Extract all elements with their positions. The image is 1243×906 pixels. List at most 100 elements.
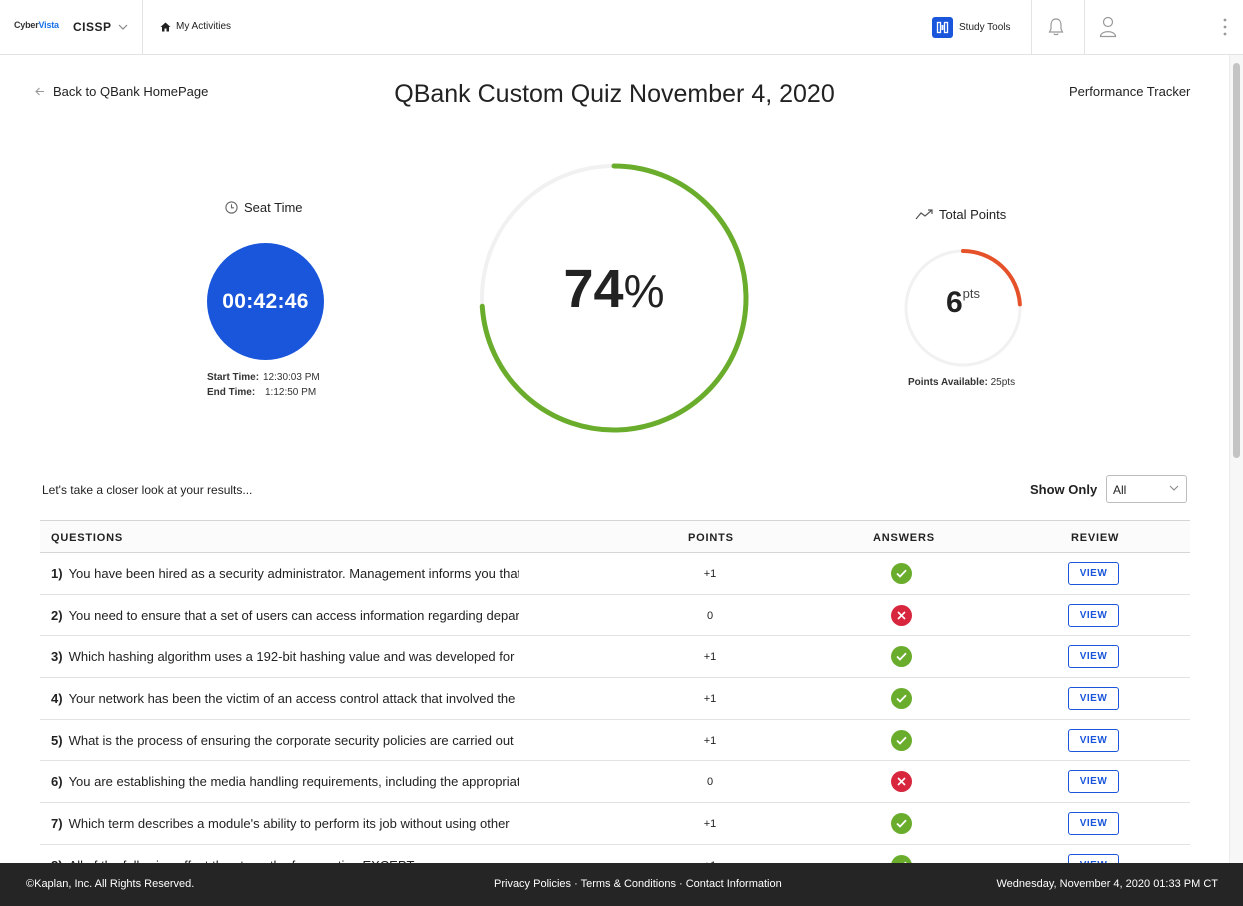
table-row: 7) Which term describes a module's abilit… [40, 803, 1190, 845]
question-label: Which hashing algorithm uses a 192-bit h… [68, 649, 515, 665]
view-button[interactable]: VIEW [1068, 812, 1119, 836]
page-title: QBank Custom Quiz November 4, 2020 [394, 80, 835, 108]
points-available-value: 25pts [990, 377, 1016, 388]
correct-check-icon [891, 563, 912, 584]
top-nav: CyberVista CISSP My Activities Study Too… [0, 0, 1243, 55]
study-tools-icon [932, 17, 953, 38]
view-button[interactable]: VIEW [1068, 645, 1119, 669]
show-only-value: All [1113, 483, 1127, 497]
correct-check-icon [891, 688, 912, 710]
view-button[interactable]: VIEW [1068, 603, 1119, 627]
table-body: 1) You have been hired as a security admi… [40, 553, 1190, 887]
seat-time-timer: 00:42:46 [207, 243, 324, 360]
user-icon[interactable] [1099, 16, 1117, 38]
question-points: +1 [703, 568, 717, 580]
column-header-review: REVIEW [1071, 532, 1120, 544]
table-row: 6) You are establishing the media handlin… [40, 761, 1190, 804]
question-label: What is the process of ensuring the corp… [68, 732, 514, 748]
study-tools-label: Study Tools [959, 22, 1011, 33]
table-row: 5) What is the process of ensuring the co… [40, 720, 1190, 762]
score-percent-sign: % [623, 265, 665, 317]
total-points-heading: Total Points [915, 207, 1006, 222]
question-text: 7) Which term describes a module's abilit… [51, 816, 519, 831]
question-points: 0 [706, 609, 714, 622]
view-button[interactable]: VIEW [1068, 728, 1119, 752]
footer: ©Kaplan, Inc. All Rights Reserved. Priva… [0, 863, 1243, 906]
score-percentage: 74% [478, 258, 750, 320]
study-tools-button[interactable]: Study Tools [932, 17, 1011, 38]
points-ring [904, 249, 1022, 367]
nav-divider [1031, 0, 1032, 54]
table-row: 4) Your network has been the victim of an… [40, 678, 1190, 720]
arrow-left-icon [35, 87, 44, 96]
chevron-down-icon [118, 24, 127, 30]
more-options-icon[interactable] [1222, 18, 1228, 36]
view-button[interactable]: VIEW [1068, 770, 1119, 794]
points-available: Points Available: 25pts [908, 377, 1015, 388]
end-time-label: End Time: [207, 387, 256, 398]
question-number: 7) [51, 816, 63, 832]
points-value: 6 [945, 286, 963, 319]
seat-time-label: Seat Time [244, 200, 303, 215]
table-row: 1) You have been hired as a security admi… [40, 553, 1190, 595]
points-available-label: Points Available: [908, 377, 988, 388]
performance-tracker-link[interactable]: Performance Tracker [1069, 84, 1191, 99]
question-text: 3) Which hashing algorithm uses a 192-bit… [51, 649, 519, 664]
end-time-value: 1:12:50 PM [265, 387, 317, 398]
question-number: 6) [51, 774, 63, 790]
points-unit: pts [962, 286, 981, 301]
footer-datetime: Wednesday, November 4, 2020 01:33 PM CT [996, 878, 1218, 890]
table-row: 3) Which hashing algorithm uses a 192-bit… [40, 636, 1190, 679]
correct-check-icon [891, 646, 912, 668]
show-only-label: Show Only [1030, 482, 1098, 497]
points-arc [961, 249, 1022, 307]
scrollbar-thumb[interactable] [1233, 63, 1240, 458]
show-only-select[interactable]: All [1106, 475, 1187, 503]
question-number: 1) [51, 566, 63, 581]
correct-check-icon [891, 813, 912, 835]
view-button[interactable]: VIEW [1068, 687, 1119, 711]
question-text: 1) You have been hired as a security admi… [51, 566, 519, 581]
my-activities-link[interactable]: My Activities [160, 21, 231, 32]
question-text: 2) You need to ensure that a set of users… [51, 608, 519, 623]
question-number: 2) [51, 607, 63, 623]
question-label: You are establishing the media handling … [68, 774, 519, 790]
seat-time-details: Start Time: 12:30:03 PM End Time: 1:12:50 … [207, 370, 320, 400]
question-points: +1 [703, 651, 717, 664]
total-points-label: Total Points [939, 207, 1007, 222]
question-label: You need to ensure that a set of users c… [68, 607, 519, 623]
table-header: QUESTIONS POINTS ANSWERS REVIEW [40, 520, 1190, 553]
question-points: 0 [706, 776, 714, 789]
bell-icon[interactable] [1046, 17, 1066, 37]
score-value: 74 [563, 259, 624, 319]
results-table: QUESTIONS POINTS ANSWERS REVIEW 1) You ha… [40, 520, 1190, 887]
footer-links[interactable]: Privacy Policies · Terms & Conditions · … [494, 878, 782, 890]
question-text: 5) What is the process of ensuring the co… [51, 733, 519, 748]
score-arc [479, 163, 749, 433]
course-selector[interactable]: CISSP [73, 20, 128, 34]
question-text: 6) You are establishing the media handlin… [51, 774, 519, 789]
my-activities-label: My Activities [176, 21, 232, 32]
incorrect-x-icon [891, 771, 912, 793]
question-label: Which term describes a module's ability … [68, 816, 510, 832]
nav-divider [142, 0, 143, 54]
course-label: CISSP [73, 20, 112, 34]
chevron-down-icon [1169, 485, 1179, 491]
incorrect-x-icon [891, 604, 912, 626]
question-label: You have been hired as a security admini… [68, 566, 519, 581]
question-number: 3) [51, 649, 63, 665]
column-header-questions: QUESTIONS [51, 532, 123, 544]
back-to-qbank-link[interactable]: Back to QBank HomePage [35, 84, 208, 99]
cybervista-logo[interactable]: CyberVista [14, 20, 59, 30]
nav-divider [1084, 0, 1085, 54]
table-row: 2) You need to ensure that a set of users… [40, 595, 1190, 637]
column-header-points: POINTS [688, 532, 734, 544]
question-points: +1 [703, 734, 717, 747]
clock-icon [225, 201, 238, 214]
back-label: Back to QBank HomePage [53, 84, 209, 99]
view-button[interactable]: VIEW [1068, 562, 1119, 585]
copyright-text: ©Kaplan, Inc. All Rights Reserved. [26, 878, 195, 890]
question-label: Your network has been the victim of an a… [68, 691, 516, 707]
question-number: 5) [51, 732, 63, 748]
seat-time-heading: Seat Time [225, 200, 303, 215]
